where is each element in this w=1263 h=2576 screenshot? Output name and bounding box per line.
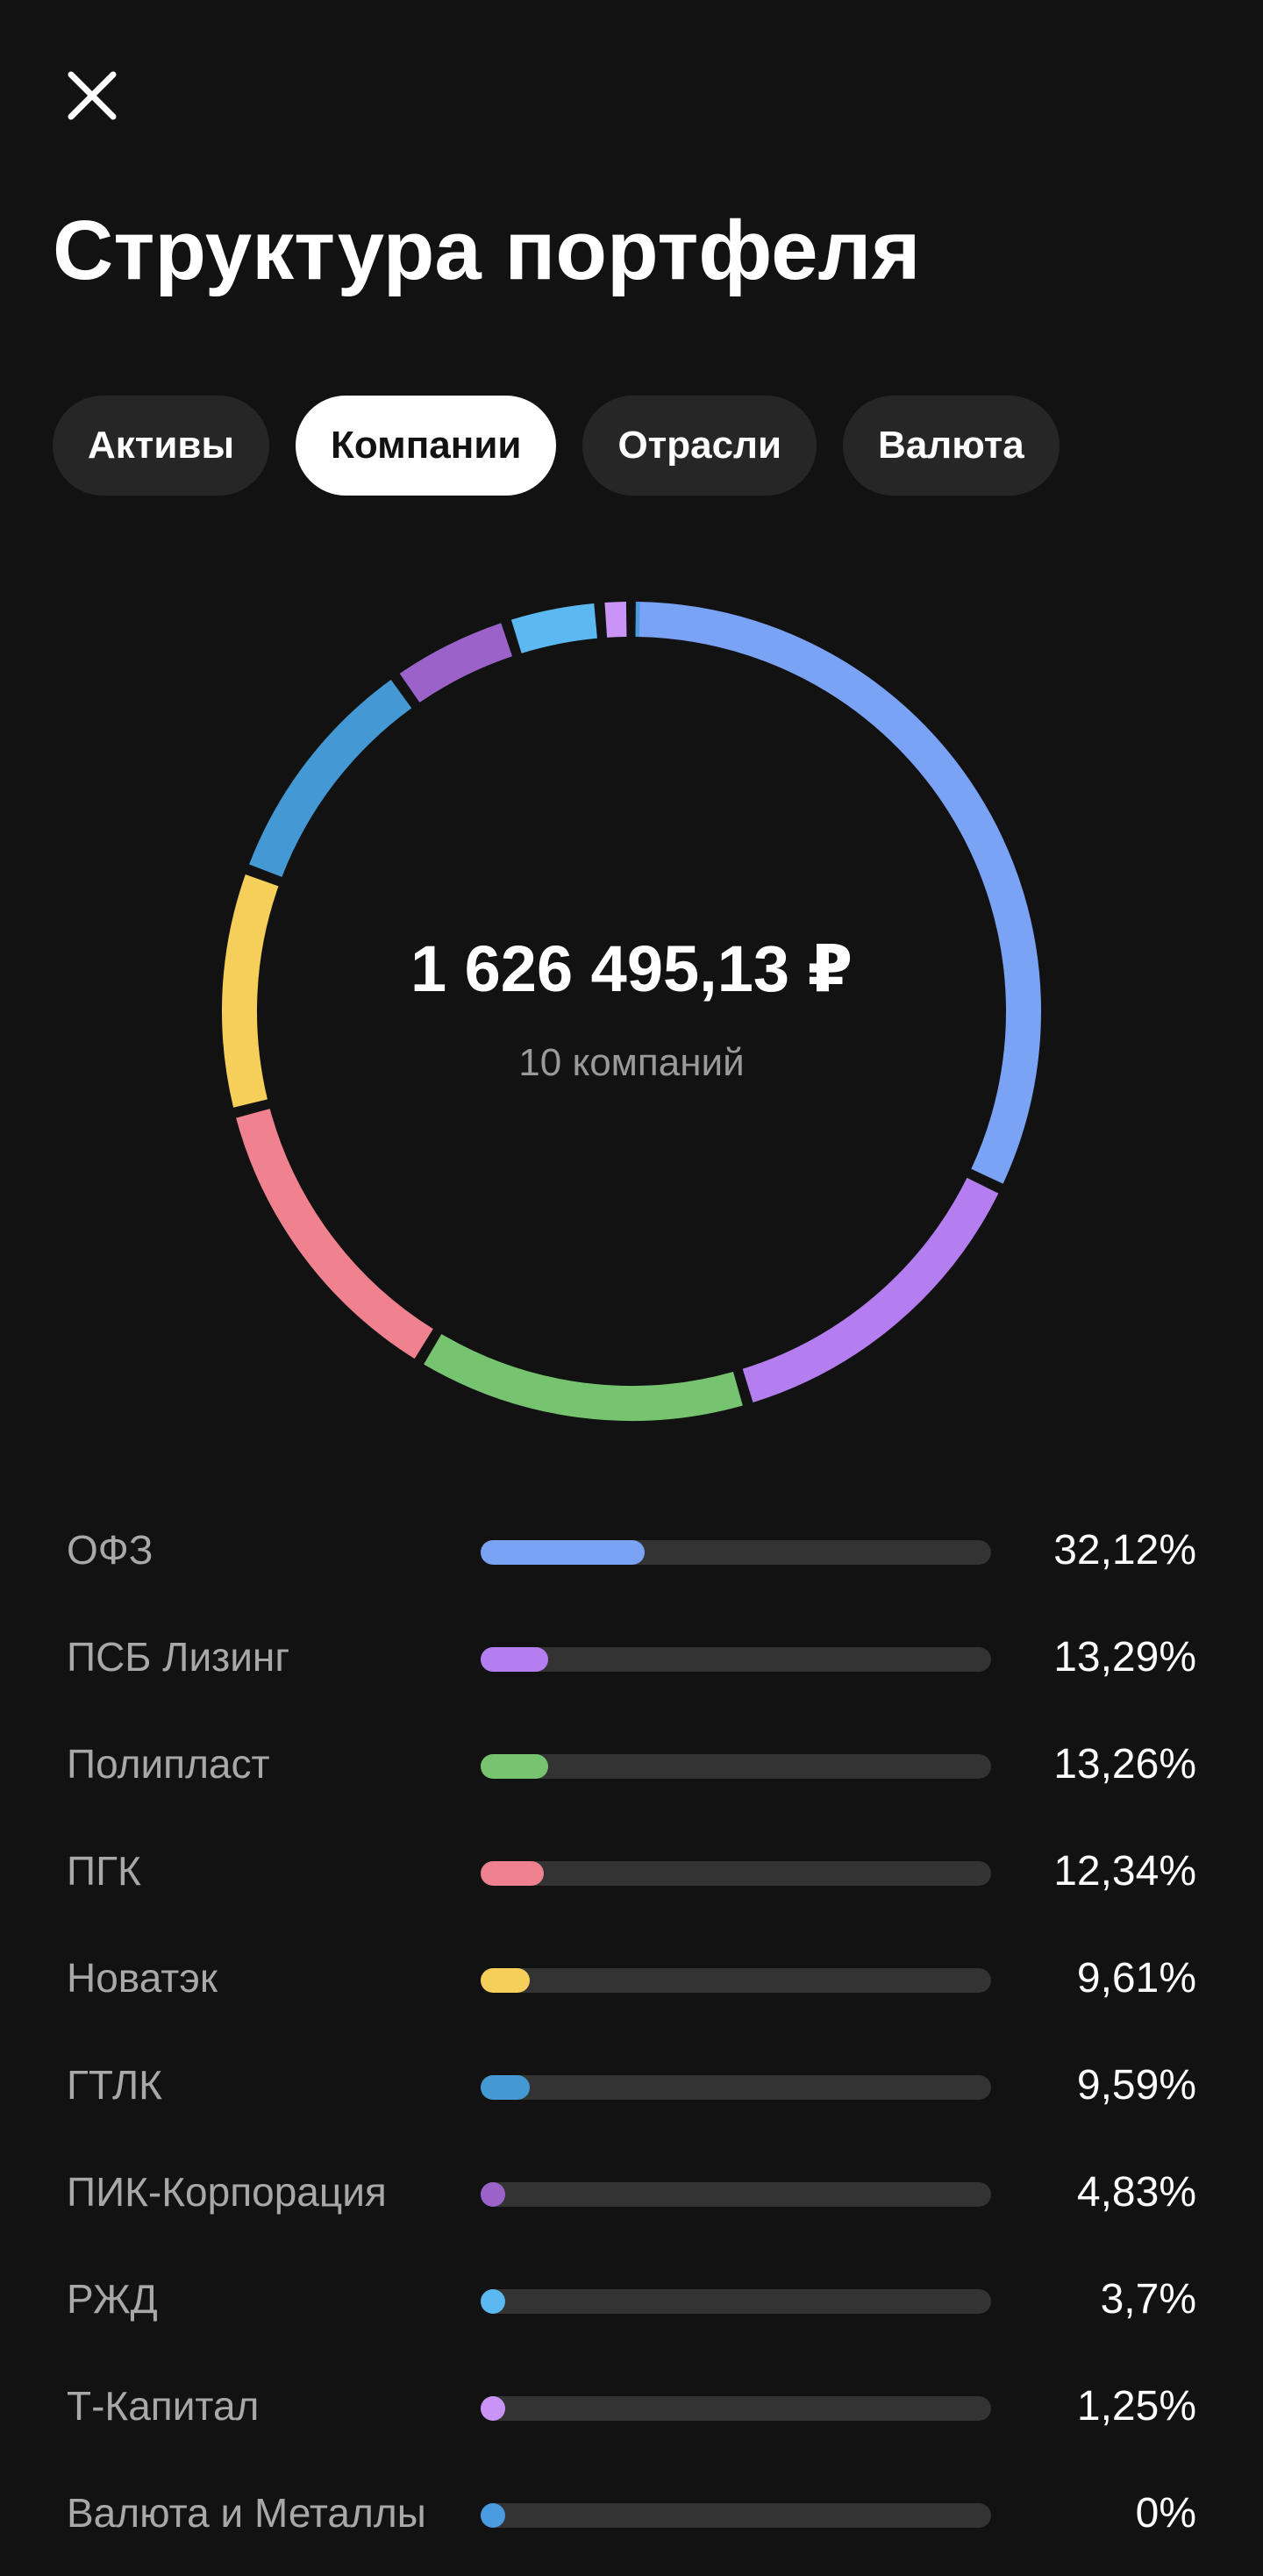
share-bar-track — [481, 1968, 991, 1993]
company-share-percent: 9,59% — [1076, 2062, 1196, 2109]
donut-segment-8 — [510, 603, 598, 653]
portfolio-donut-chart — [222, 602, 1041, 1421]
company-share-percent: 0% — [1135, 2490, 1196, 2537]
company-row[interactable]: Полипласт 13,26% — [0, 1712, 1263, 1819]
company-share-percent: 13,26% — [1053, 1741, 1196, 1788]
donut-segment-3 — [424, 1333, 743, 1421]
share-bar-fill — [481, 2182, 506, 2207]
company-row[interactable]: РЖД 3,7% — [0, 2247, 1263, 2354]
company-name: ПСБ Лизинг — [67, 1634, 290, 1680]
company-name: Т-Капитал — [67, 2383, 260, 2429]
company-name: Полипласт — [67, 1741, 270, 1787]
tab-currency[interactable]: Валюта — [843, 396, 1060, 496]
share-bar-track — [481, 2396, 991, 2421]
company-row[interactable]: ПСБ Лизинг 13,29% — [0, 1605, 1263, 1712]
donut-segment-6 — [249, 680, 412, 878]
company-share-percent: 12,34% — [1053, 1848, 1196, 1895]
close-icon — [68, 71, 117, 120]
share-bar-fill — [481, 2396, 505, 2421]
share-bar-fill — [481, 2503, 505, 2528]
tab-companies[interactable]: Компании — [296, 396, 557, 496]
donut-segment-9 — [604, 602, 627, 638]
share-bar-track — [481, 1861, 991, 1886]
companies-count: 10 компаний — [518, 1041, 745, 1084]
donut-segment-7 — [399, 623, 513, 703]
share-bar-fill — [481, 1647, 549, 1672]
company-share-percent: 13,29% — [1053, 1634, 1196, 1680]
company-name: ГТЛК — [67, 2062, 162, 2108]
company-name: ПИК-Корпорация — [67, 2169, 387, 2215]
company-share-percent: 3,7% — [1100, 2276, 1196, 2323]
company-name: ОФЗ — [67, 1527, 153, 1573]
share-bar-fill — [481, 1540, 645, 1565]
company-name: Валюта и Металлы — [67, 2490, 426, 2536]
share-bar-track — [481, 1754, 991, 1779]
company-list: ОФЗ 32,12% ПСБ Лизинг 13,29% Полипласт 13,26%… — [0, 1498, 1263, 2568]
company-name: ПГК — [67, 1848, 141, 1894]
company-share-percent: 4,83% — [1076, 2169, 1196, 2216]
donut-segment-4 — [236, 1109, 433, 1359]
donut-segment-5 — [222, 874, 279, 1108]
share-bar-track — [481, 2289, 991, 2314]
company-name: Новатэк — [67, 1955, 218, 2001]
company-row[interactable]: ГТЛК 9,59% — [0, 2033, 1263, 2140]
share-bar-track — [481, 2503, 991, 2528]
company-row[interactable]: Новатэк 9,61% — [0, 1926, 1263, 2033]
share-bar-track — [481, 2182, 991, 2207]
portfolio-total: 1 626 495,13 ₽ — [410, 932, 853, 1005]
company-row[interactable]: ОФЗ 32,12% — [0, 1498, 1263, 1605]
share-bar-fill — [481, 1861, 544, 1886]
share-bar-fill — [481, 2075, 530, 2100]
close-button[interactable] — [53, 56, 132, 135]
share-bar-track — [481, 1540, 991, 1565]
tab-assets[interactable]: Активы — [53, 396, 270, 496]
company-share-percent: 32,12% — [1053, 1527, 1196, 1573]
share-bar-fill — [481, 2289, 505, 2314]
company-row[interactable]: ПГК 12,34% — [0, 1819, 1263, 1926]
company-name: РЖД — [67, 2276, 158, 2322]
company-row[interactable]: ПИК-Корпорация 4,83% — [0, 2140, 1263, 2247]
share-bar-track — [481, 2075, 991, 2100]
company-share-percent: 9,61% — [1076, 1955, 1196, 2002]
donut-segment-2 — [742, 1177, 999, 1402]
company-row[interactable]: Т-Капитал 1,25% — [0, 2354, 1263, 2461]
tab-bar: Активы Компании Отрасли Валюта — [53, 396, 1060, 496]
company-row[interactable]: Валюта и Металлы 0% — [0, 2461, 1263, 2568]
share-bar-fill — [481, 1968, 530, 1993]
share-bar-track — [481, 1647, 991, 1672]
donut-segment-1 — [636, 602, 1041, 1184]
share-bar-fill — [481, 1754, 549, 1779]
tab-industries[interactable]: Отрасли — [582, 396, 817, 496]
company-share-percent: 1,25% — [1076, 2383, 1196, 2430]
page-title: Структура портфеля — [53, 203, 921, 297]
